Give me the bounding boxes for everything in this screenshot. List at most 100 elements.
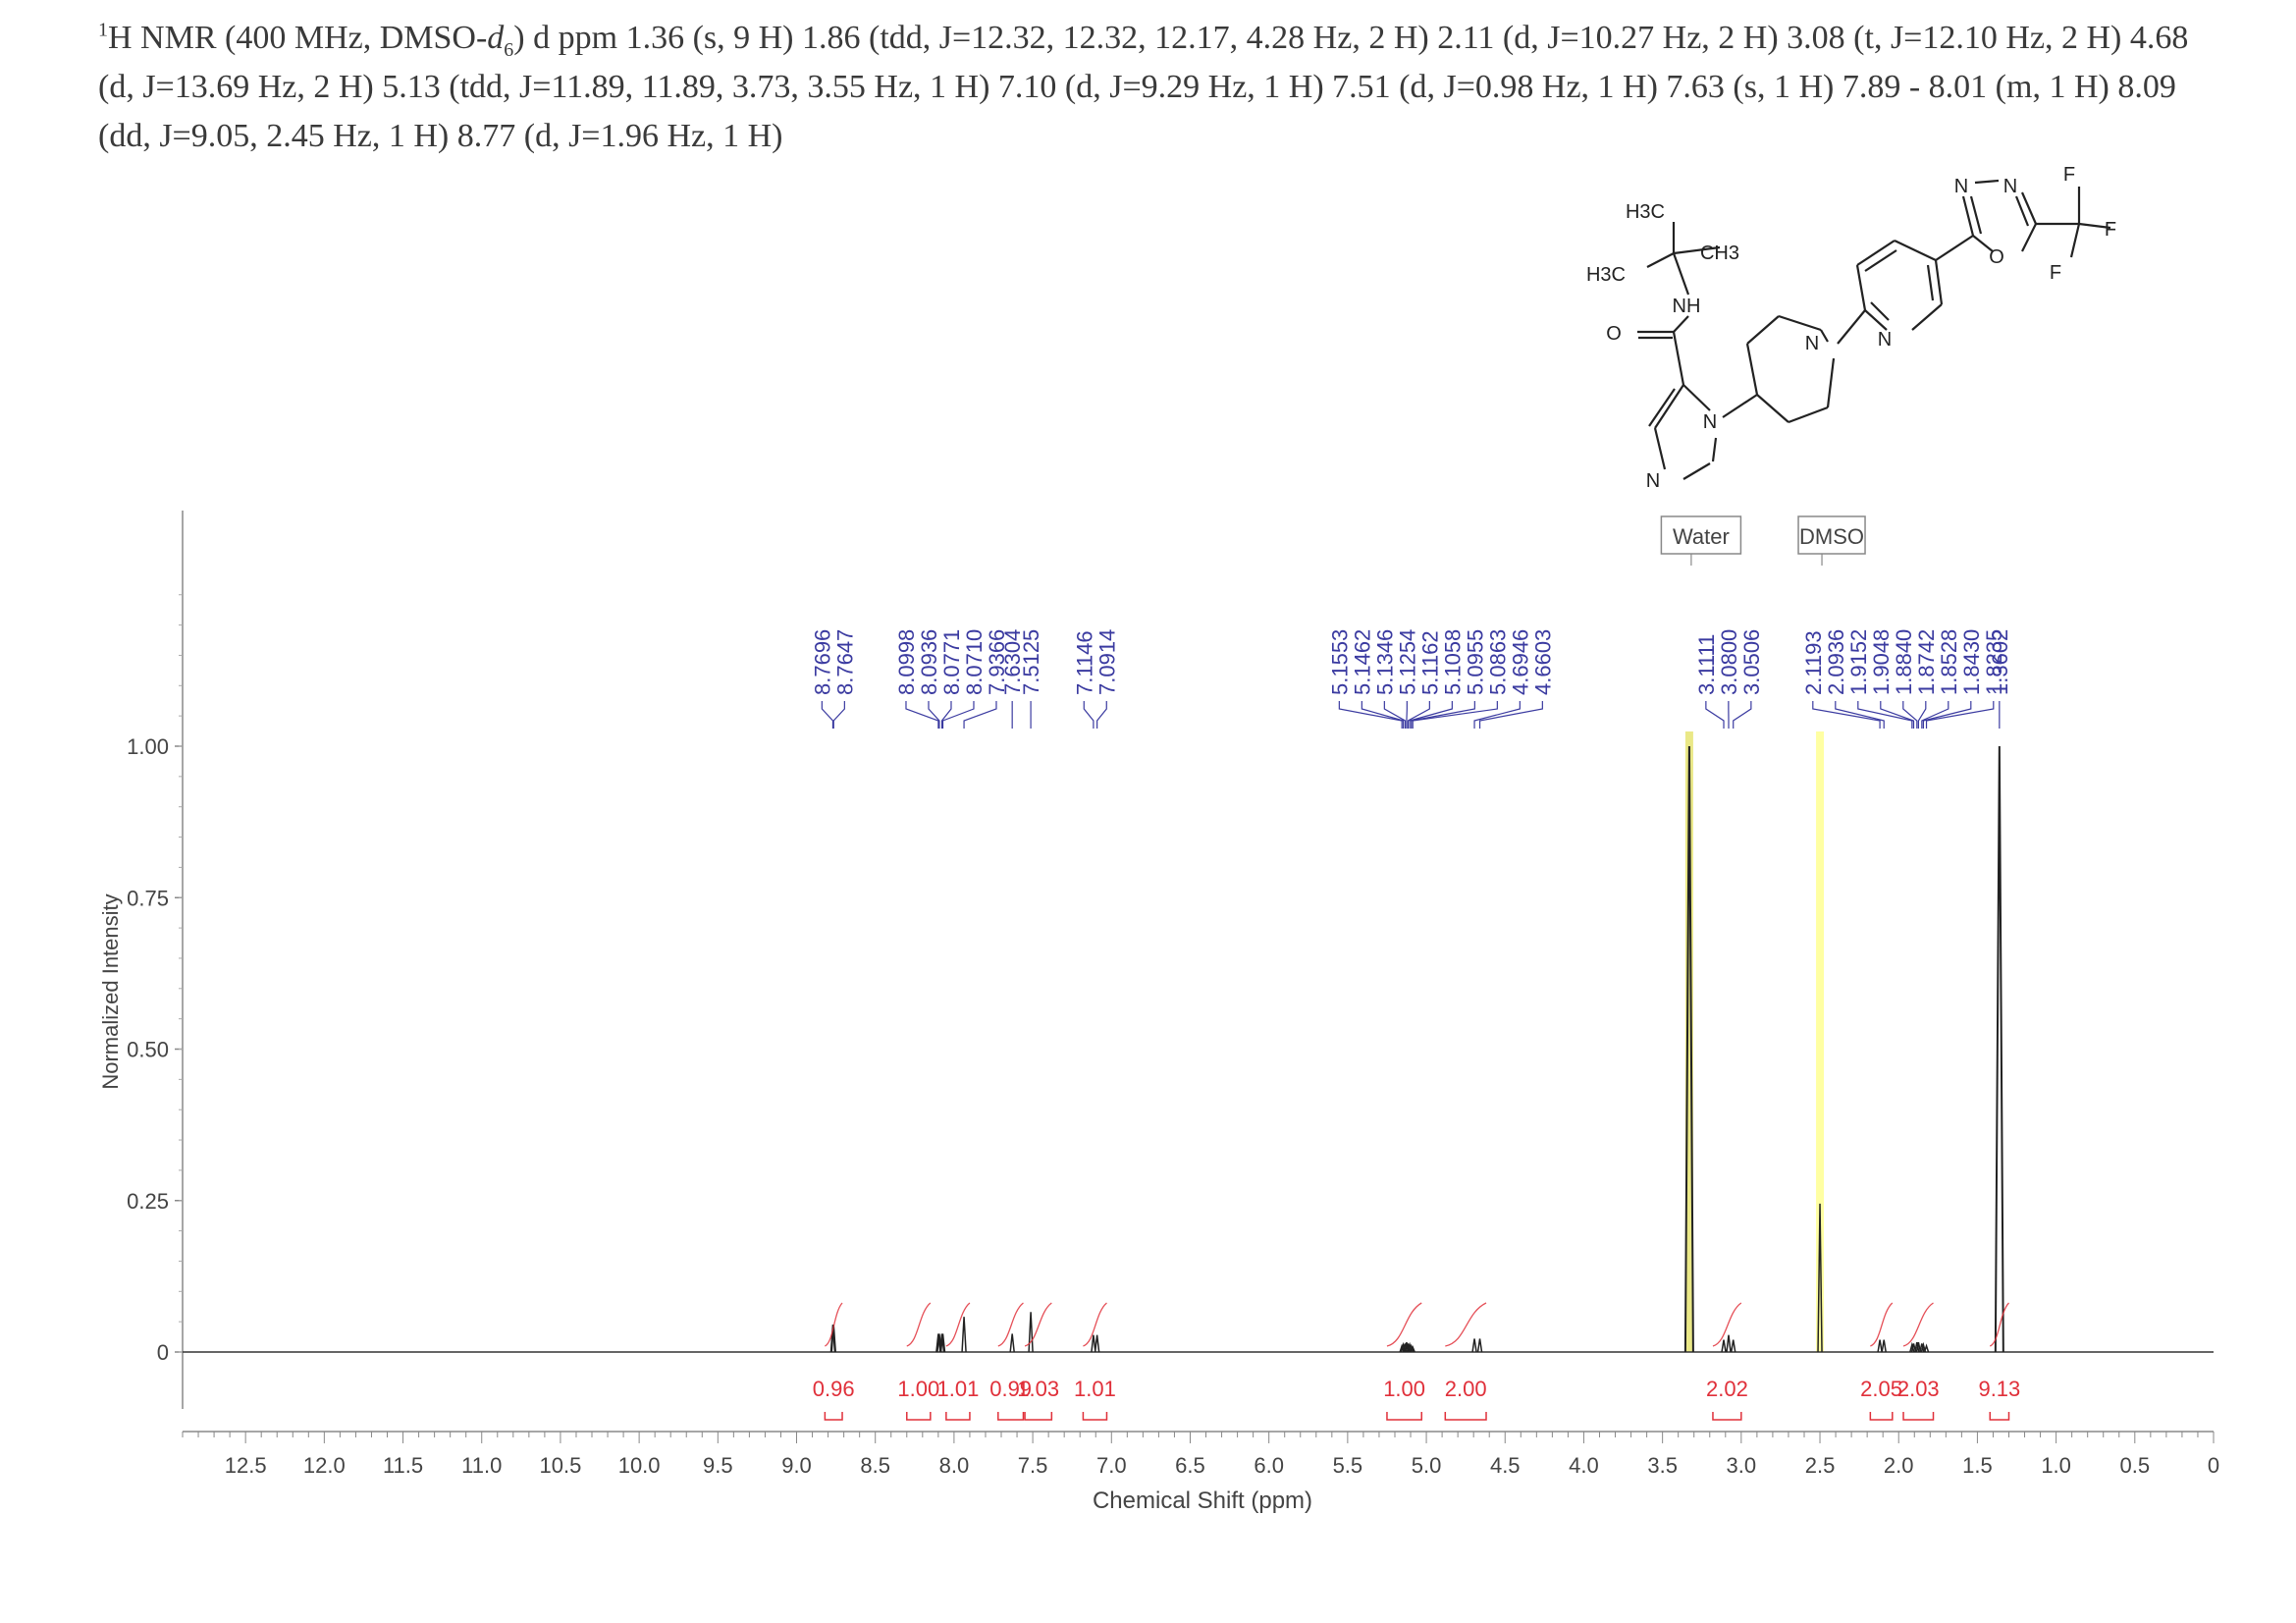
x-tick-label: 6.5 (1175, 1453, 1205, 1478)
x-tick-label: 0.5 (2120, 1453, 2151, 1478)
x-axis-label: Chemical Shift (ppm) (1093, 1488, 1312, 1514)
peak (1909, 1341, 1915, 1353)
peak-label: 1.8840 (1892, 629, 1916, 695)
peak-label-leader (1835, 701, 1885, 729)
peak (1721, 1339, 1727, 1353)
peak-label-leader (1705, 701, 1725, 729)
atom-label: N (1703, 411, 1717, 433)
atom-label: N (2003, 176, 2017, 197)
integral-bracket (1444, 1412, 1487, 1421)
integral-curve (997, 1302, 1024, 1347)
peak-label-leader (1922, 701, 1972, 729)
peak-label: 1.3602 (1988, 629, 2012, 695)
peak-label: 7.6304 (1000, 629, 1025, 695)
integral-value: 2.03 (1897, 1377, 1940, 1401)
peak-label-leader (941, 701, 975, 729)
peak-label: 8.7647 (832, 629, 857, 695)
peak-label: 5.1462 (1350, 629, 1374, 695)
integral-value: 2.02 (1706, 1377, 1748, 1401)
peak-label: 5.1553 (1327, 629, 1352, 695)
solvent-highlights (1684, 731, 1825, 1352)
y-tick-label: 0.75 (127, 886, 169, 910)
peak-label-leader (1921, 701, 1949, 729)
atom-label: N (1878, 329, 1892, 351)
peak-label-leader (1902, 701, 1918, 729)
integral-bracket (1386, 1412, 1422, 1421)
x-tick-label: 6.0 (1254, 1453, 1284, 1478)
peak-label: 8.0710 (962, 629, 987, 695)
peak (1094, 1334, 1100, 1353)
atom-label: H3C (1626, 201, 1665, 223)
molecular-structure (1637, 179, 2111, 480)
solvent-label: Water (1673, 524, 1730, 549)
atom-label: O (1606, 323, 1622, 345)
y-tick-label: 1.00 (127, 734, 169, 759)
integral-bracket (1024, 1412, 1053, 1421)
deuterium-letter: d (487, 20, 505, 56)
solvent-highlight-band (1816, 731, 1825, 1352)
x-tick-label: 12.0 (303, 1453, 346, 1478)
integral-bracket (1712, 1412, 1742, 1421)
peak-label: 4.6946 (1508, 629, 1532, 695)
peak (1923, 1343, 1930, 1353)
integral-bracket (1869, 1412, 1894, 1421)
peak-label: 4.6603 (1530, 629, 1555, 695)
peak-label-leader (928, 701, 940, 729)
peak-label: 5.0955 (1463, 629, 1487, 695)
x-tick-label: 2.0 (1884, 1453, 1914, 1478)
peak-label-leader (1407, 701, 1430, 729)
peak-label: 2.0936 (1824, 629, 1848, 695)
x-tick-label: 9.5 (703, 1453, 733, 1478)
description-line-1: 1H NMR (400 MHz, DMSO-d6) d ppm 1.36 (s,… (98, 14, 2258, 63)
peak-label-leader (1361, 701, 1405, 729)
peak-label-leader (1478, 701, 1543, 729)
atom-label: F (2105, 219, 2116, 241)
peak (1730, 1339, 1736, 1353)
peak-label: 1.8430 (1959, 629, 1984, 695)
peak (961, 1317, 967, 1353)
x-tick-label: 12.5 (225, 1453, 267, 1478)
peak-label-leader (963, 701, 997, 729)
peak-label-leader (940, 701, 952, 729)
integral-bracket (945, 1412, 971, 1421)
y-axis-ticks: 0 0.25 0.50 0.75 1.00 (127, 594, 183, 1365)
spectrum-description: 1H NMR (400 MHz, DMSO-d6) d ppm 1.36 (s,… (98, 14, 2258, 161)
y-tick-label: 0.25 (127, 1189, 169, 1214)
peak (829, 1325, 836, 1353)
x-tick-label: 10.5 (540, 1453, 582, 1478)
integral-value: 0.99 (989, 1377, 1032, 1401)
spectrum-peaks (829, 745, 2004, 1353)
integral-curve (1445, 1302, 1487, 1347)
peak-label: 1.8742 (1914, 629, 1939, 695)
peak-label: 3.0800 (1717, 629, 1741, 695)
x-tick-label: 11.0 (461, 1453, 502, 1478)
peak-label-leader (1880, 701, 1915, 729)
x-tick-label: 4.5 (1490, 1453, 1521, 1478)
integral-curve (906, 1302, 932, 1347)
peak-label-leader (821, 701, 834, 729)
integral-value: 1.03 (1017, 1377, 1059, 1401)
peak-label: 5.1254 (1395, 629, 1419, 695)
peak-label: 2.1193 (1801, 630, 1826, 695)
solvent-label: DMSO (1799, 524, 1864, 549)
x-tick-label: 1.0 (2041, 1453, 2071, 1478)
peak-label-leader (1857, 701, 1913, 729)
peak-label-leader (1083, 701, 1095, 729)
peak-label: 8.7696 (810, 629, 834, 695)
peak-label-leader (1473, 701, 1521, 729)
peak-label: 7.1146 (1072, 630, 1096, 695)
integral-value: 2.00 (1445, 1377, 1487, 1401)
x-tick-label: 5.5 (1333, 1453, 1363, 1478)
solvent-labels: Water DMSO (1660, 515, 1866, 566)
peak (1409, 1343, 1415, 1353)
peak-label: 5.1058 (1440, 629, 1465, 695)
integral-bracket (1902, 1412, 1935, 1421)
atom-label: N (1646, 470, 1660, 492)
peak-label-leader (1733, 701, 1752, 729)
x-tick-label: 2.5 (1805, 1453, 1836, 1478)
integral-value: 1.01 (1074, 1377, 1116, 1401)
x-tick-label: 0 (2208, 1453, 2219, 1478)
atom-label: CH3 (1700, 243, 1739, 264)
peak-label-leader (1096, 701, 1107, 729)
